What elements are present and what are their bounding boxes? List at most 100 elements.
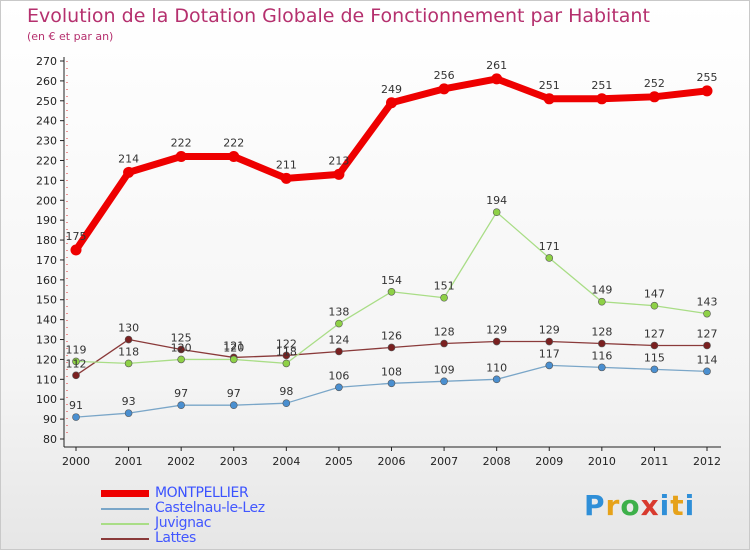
data-label: 252	[644, 77, 665, 90]
legend-label: Lattes	[155, 530, 196, 546]
x-tick-label: 2012	[693, 455, 721, 468]
data-label: 124	[328, 333, 349, 346]
data-point	[440, 377, 448, 386]
data-label: 143	[697, 296, 718, 309]
data-point	[175, 150, 187, 162]
data-label: 120	[171, 341, 192, 354]
data-label: 97	[174, 387, 188, 400]
data-label: 120	[223, 341, 244, 354]
data-point	[491, 73, 503, 85]
legend-label: Juvignac	[155, 515, 212, 531]
data-point	[701, 85, 713, 97]
data-point	[177, 401, 185, 409]
data-point	[492, 337, 501, 346]
data-point	[387, 287, 396, 296]
data-point	[545, 254, 554, 262]
data-point	[598, 297, 606, 306]
data-point	[228, 150, 240, 162]
data-point	[124, 335, 133, 344]
data-label: 128	[591, 326, 612, 339]
data-point	[72, 413, 80, 421]
legend-label: MONTPELLIER	[155, 485, 249, 501]
y-tick-label: 260	[36, 75, 57, 88]
data-label: 138	[328, 306, 349, 319]
y-tick-label: 130	[36, 334, 57, 347]
data-label: 222	[171, 136, 192, 149]
data-label: 147	[644, 288, 665, 301]
data-point	[335, 347, 343, 356]
y-tick-label: 120	[36, 353, 57, 366]
data-label: 116	[591, 349, 612, 362]
data-label: 127	[697, 327, 718, 340]
data-labels: 175 214 222 222 211 213 249 256 261 251 251 252 255	[66, 59, 718, 243]
data-point	[543, 93, 555, 105]
y-tick-label: 140	[36, 314, 57, 327]
data-label: 106	[328, 369, 349, 382]
data-point	[335, 383, 343, 392]
data-point	[598, 339, 606, 348]
legend-item: MONTPELLIER	[101, 486, 265, 501]
legend: MONTPELLIER Castelnau-le-Lez Juvignac Latte…	[101, 486, 265, 546]
y-tick-label: 250	[36, 95, 57, 108]
data-label: 117	[539, 347, 560, 360]
legend-item: Lattes	[101, 531, 265, 546]
data-point	[177, 345, 185, 354]
data-point	[650, 365, 659, 374]
x-tick-label: 2010	[588, 455, 616, 468]
legend-item: Juvignac	[101, 516, 265, 531]
data-label: 128	[434, 326, 455, 339]
y-tick-label: 110	[36, 373, 57, 386]
x-tick-label: 2000	[62, 455, 90, 468]
x-tick-label: 2002	[167, 455, 195, 468]
data-label: 126	[381, 329, 402, 342]
data-point	[545, 361, 554, 370]
legend-swatch	[101, 522, 149, 525]
data-label: 251	[539, 79, 560, 92]
data-label: 175	[66, 230, 87, 243]
y-tick-label: 180	[36, 234, 57, 247]
data-point	[387, 343, 396, 352]
data-point	[703, 309, 711, 318]
data-point	[280, 172, 292, 184]
data-point	[229, 401, 238, 409]
data-point	[545, 337, 554, 346]
data-point	[333, 168, 345, 180]
data-label: 98	[279, 385, 293, 398]
data-label: 194	[486, 194, 507, 207]
data-point	[335, 319, 343, 328]
y-tick-label: 200	[36, 194, 57, 207]
data-point	[703, 341, 711, 350]
data-label: 114	[697, 353, 718, 366]
series-montpellier	[70, 73, 713, 256]
data-label: 125	[171, 331, 192, 344]
data-point	[177, 355, 185, 364]
data-labels: 112 130 125 121 122 124 126 128 129 129 128 127 127	[66, 322, 718, 371]
y-tick-label: 270	[36, 55, 57, 68]
data-point	[596, 93, 608, 105]
x-ticks: 2000 2001 2002 2003 2004 2005 2006 2007 2008 2009…	[62, 447, 721, 468]
y-tick-label: 160	[36, 274, 57, 287]
data-label: 249	[381, 83, 402, 96]
y-ticks: 80 90 100 110 120 130 140 150 160 170 180 190 200 210…	[36, 55, 64, 446]
y-tick-label: 80	[43, 433, 57, 446]
x-tick-label: 2004	[272, 455, 300, 468]
data-label: 118	[276, 345, 297, 358]
data-point	[386, 97, 397, 109]
data-point	[440, 293, 448, 302]
data-point	[282, 399, 291, 407]
data-label: 261	[486, 59, 507, 72]
data-point	[123, 166, 135, 178]
x-tick-label: 2008	[483, 455, 511, 468]
data-point	[703, 367, 711, 376]
data-label: 129	[539, 324, 560, 337]
data-point	[72, 371, 80, 380]
x-tick-label: 2009	[535, 455, 563, 468]
data-label: 149	[591, 284, 612, 297]
y-tick-label: 170	[36, 254, 57, 267]
data-point	[650, 301, 659, 310]
data-label: 91	[69, 399, 83, 412]
data-point	[648, 91, 660, 103]
data-point	[598, 363, 606, 372]
chart-subtitle: (en € et par an)	[27, 30, 114, 43]
